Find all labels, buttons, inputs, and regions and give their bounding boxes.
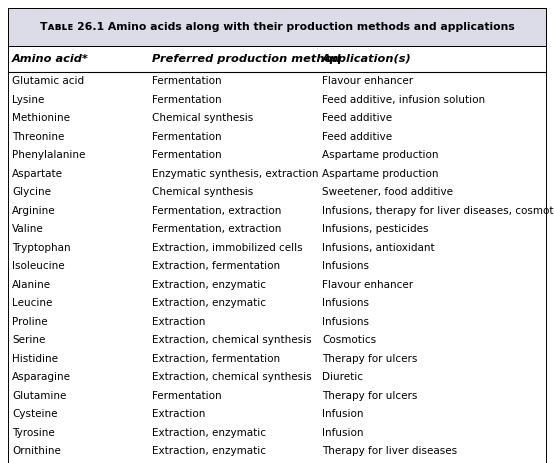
Text: Fermentation: Fermentation bbox=[152, 95, 222, 105]
Text: Glutamine: Glutamine bbox=[12, 391, 66, 401]
Text: Fermentation: Fermentation bbox=[152, 132, 222, 142]
Text: Extraction, immobilized cells: Extraction, immobilized cells bbox=[152, 243, 302, 253]
Text: Infusions, pesticides: Infusions, pesticides bbox=[322, 224, 428, 234]
Text: Extraction, enzymatic: Extraction, enzymatic bbox=[152, 280, 266, 290]
Text: Amino acid*: Amino acid* bbox=[12, 54, 89, 64]
Text: Phenylalanine: Phenylalanine bbox=[12, 150, 85, 160]
Text: Valine: Valine bbox=[12, 224, 44, 234]
Text: Extraction, enzymatic: Extraction, enzymatic bbox=[152, 446, 266, 456]
Text: Tryptophan: Tryptophan bbox=[12, 243, 70, 253]
Text: Extraction, fermentation: Extraction, fermentation bbox=[152, 261, 280, 271]
Text: Therapy for ulcers: Therapy for ulcers bbox=[322, 354, 417, 364]
Text: Asparagine: Asparagine bbox=[12, 372, 71, 382]
Text: Fermentation: Fermentation bbox=[152, 391, 222, 401]
Text: Fermentation, extraction: Fermentation, extraction bbox=[152, 224, 281, 234]
Text: Chemical synthesis: Chemical synthesis bbox=[152, 187, 253, 197]
Text: Sweetener, food additive: Sweetener, food additive bbox=[322, 187, 453, 197]
Text: Extraction, chemical synthesis: Extraction, chemical synthesis bbox=[152, 372, 311, 382]
Text: Flavour enhancer: Flavour enhancer bbox=[322, 76, 413, 86]
Text: Ornithine: Ornithine bbox=[12, 446, 61, 456]
Text: Extraction, chemical synthesis: Extraction, chemical synthesis bbox=[152, 335, 311, 345]
Text: Infusion: Infusion bbox=[322, 428, 363, 438]
Text: Fermentation: Fermentation bbox=[152, 76, 222, 86]
Text: Therapy for liver diseases: Therapy for liver diseases bbox=[322, 446, 457, 456]
Text: Infusions, therapy for liver diseases, cosmotics: Infusions, therapy for liver diseases, c… bbox=[322, 206, 554, 216]
Text: Extraction, enzymatic: Extraction, enzymatic bbox=[152, 428, 266, 438]
Text: Feed additive: Feed additive bbox=[322, 113, 392, 123]
Text: Arginine: Arginine bbox=[12, 206, 55, 216]
Text: Fermentation: Fermentation bbox=[152, 150, 222, 160]
Text: Infusions: Infusions bbox=[322, 298, 369, 308]
Text: Threonine: Threonine bbox=[12, 132, 64, 142]
Text: Flavour enhancer: Flavour enhancer bbox=[322, 280, 413, 290]
Text: Application(s): Application(s) bbox=[322, 54, 412, 64]
Text: Infusions: Infusions bbox=[322, 317, 369, 327]
Text: Infusions: Infusions bbox=[322, 261, 369, 271]
Text: Tyrosine: Tyrosine bbox=[12, 428, 55, 438]
Text: Cysteine: Cysteine bbox=[12, 409, 58, 419]
Text: Isoleucine: Isoleucine bbox=[12, 261, 65, 271]
Text: Diuretic: Diuretic bbox=[322, 372, 363, 382]
Text: Feed additive, infusion solution: Feed additive, infusion solution bbox=[322, 95, 485, 105]
Text: Aspartame production: Aspartame production bbox=[322, 169, 439, 179]
Bar bbox=[8, 8, 546, 46]
Text: Extraction: Extraction bbox=[152, 317, 206, 327]
Text: Lysine: Lysine bbox=[12, 95, 44, 105]
Text: Therapy for ulcers: Therapy for ulcers bbox=[322, 391, 417, 401]
Text: Preferred production method: Preferred production method bbox=[152, 54, 341, 64]
Text: Fermentation, extraction: Fermentation, extraction bbox=[152, 206, 281, 216]
Text: Glutamic acid: Glutamic acid bbox=[12, 76, 84, 86]
Text: Aspartame production: Aspartame production bbox=[322, 150, 439, 160]
Text: Aspartate: Aspartate bbox=[12, 169, 63, 179]
Text: Alanine: Alanine bbox=[12, 280, 51, 290]
Text: Tᴀʙʟᴇ 26.1 Amino acids along with their production methods and applications: Tᴀʙʟᴇ 26.1 Amino acids along with their … bbox=[40, 22, 514, 32]
Text: Cosmotics: Cosmotics bbox=[322, 335, 376, 345]
Text: Chemical synthesis: Chemical synthesis bbox=[152, 113, 253, 123]
Text: Glycine: Glycine bbox=[12, 187, 51, 197]
Text: Histidine: Histidine bbox=[12, 354, 58, 364]
Text: Leucine: Leucine bbox=[12, 298, 53, 308]
Text: Infusions, antioxidant: Infusions, antioxidant bbox=[322, 243, 435, 253]
Text: Feed additive: Feed additive bbox=[322, 132, 392, 142]
Text: Extraction, fermentation: Extraction, fermentation bbox=[152, 354, 280, 364]
Text: Extraction: Extraction bbox=[152, 409, 206, 419]
Text: Proline: Proline bbox=[12, 317, 48, 327]
Text: Infusion: Infusion bbox=[322, 409, 363, 419]
Text: Methionine: Methionine bbox=[12, 113, 70, 123]
Text: Extraction, enzymatic: Extraction, enzymatic bbox=[152, 298, 266, 308]
Text: Enzymatic synthesis, extraction: Enzymatic synthesis, extraction bbox=[152, 169, 319, 179]
Text: Serine: Serine bbox=[12, 335, 45, 345]
